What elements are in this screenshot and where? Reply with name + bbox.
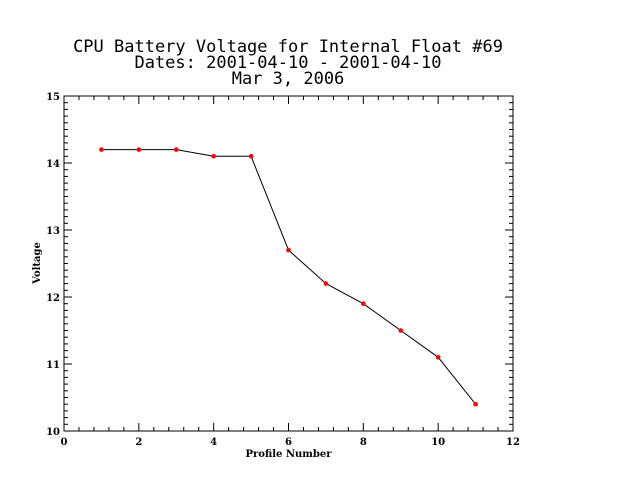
data-point xyxy=(211,154,216,159)
data-point xyxy=(173,147,179,152)
y-axis-label: Voltage xyxy=(32,242,43,285)
x-tick-label: 4 xyxy=(210,437,217,448)
y-tick-label: 11 xyxy=(46,360,60,371)
x-tick-label: 8 xyxy=(360,437,367,448)
data-point xyxy=(136,147,142,152)
y-tick-label: 15 xyxy=(46,92,60,103)
title-line-1: CPU Battery Voltage for Internal Float #… xyxy=(73,37,503,57)
y-tick-label: 12 xyxy=(46,293,60,304)
x-tick-label: 0 xyxy=(61,437,68,448)
x-tick-label: 10 xyxy=(431,437,445,448)
data-series xyxy=(99,147,478,407)
data-point xyxy=(361,301,366,307)
y-axis-ticks xyxy=(64,95,513,432)
x-axis-tick-labels: 0 2 4 6 8 10 12 xyxy=(61,437,520,448)
data-point xyxy=(99,147,104,152)
y-tick-label: 13 xyxy=(46,226,60,237)
plot-frame xyxy=(63,95,514,432)
title-line-3: Mar 3, 2006 xyxy=(232,69,345,89)
title-line-2: Dates: 2001-04-10 - 2001-04-10 xyxy=(134,53,441,73)
y-axis-tick-labels: 10 11 12 13 14 15 xyxy=(46,92,60,438)
x-tick-label: 12 xyxy=(506,437,520,448)
data-point xyxy=(323,281,329,286)
x-tick-label: 2 xyxy=(135,437,142,448)
chart-title: CPU Battery Voltage for Internal Float #… xyxy=(73,37,503,89)
data-point xyxy=(398,328,404,333)
series-line xyxy=(101,149,476,405)
x-axis-ticks xyxy=(63,96,514,431)
x-axis-label: Profile Number xyxy=(246,449,333,460)
data-point xyxy=(248,154,254,159)
data-point xyxy=(286,247,291,253)
y-tick-label: 10 xyxy=(46,427,60,438)
data-point xyxy=(435,355,441,360)
data-point xyxy=(473,401,478,407)
y-tick-label: 14 xyxy=(46,159,60,170)
x-tick-label: 6 xyxy=(285,437,292,448)
